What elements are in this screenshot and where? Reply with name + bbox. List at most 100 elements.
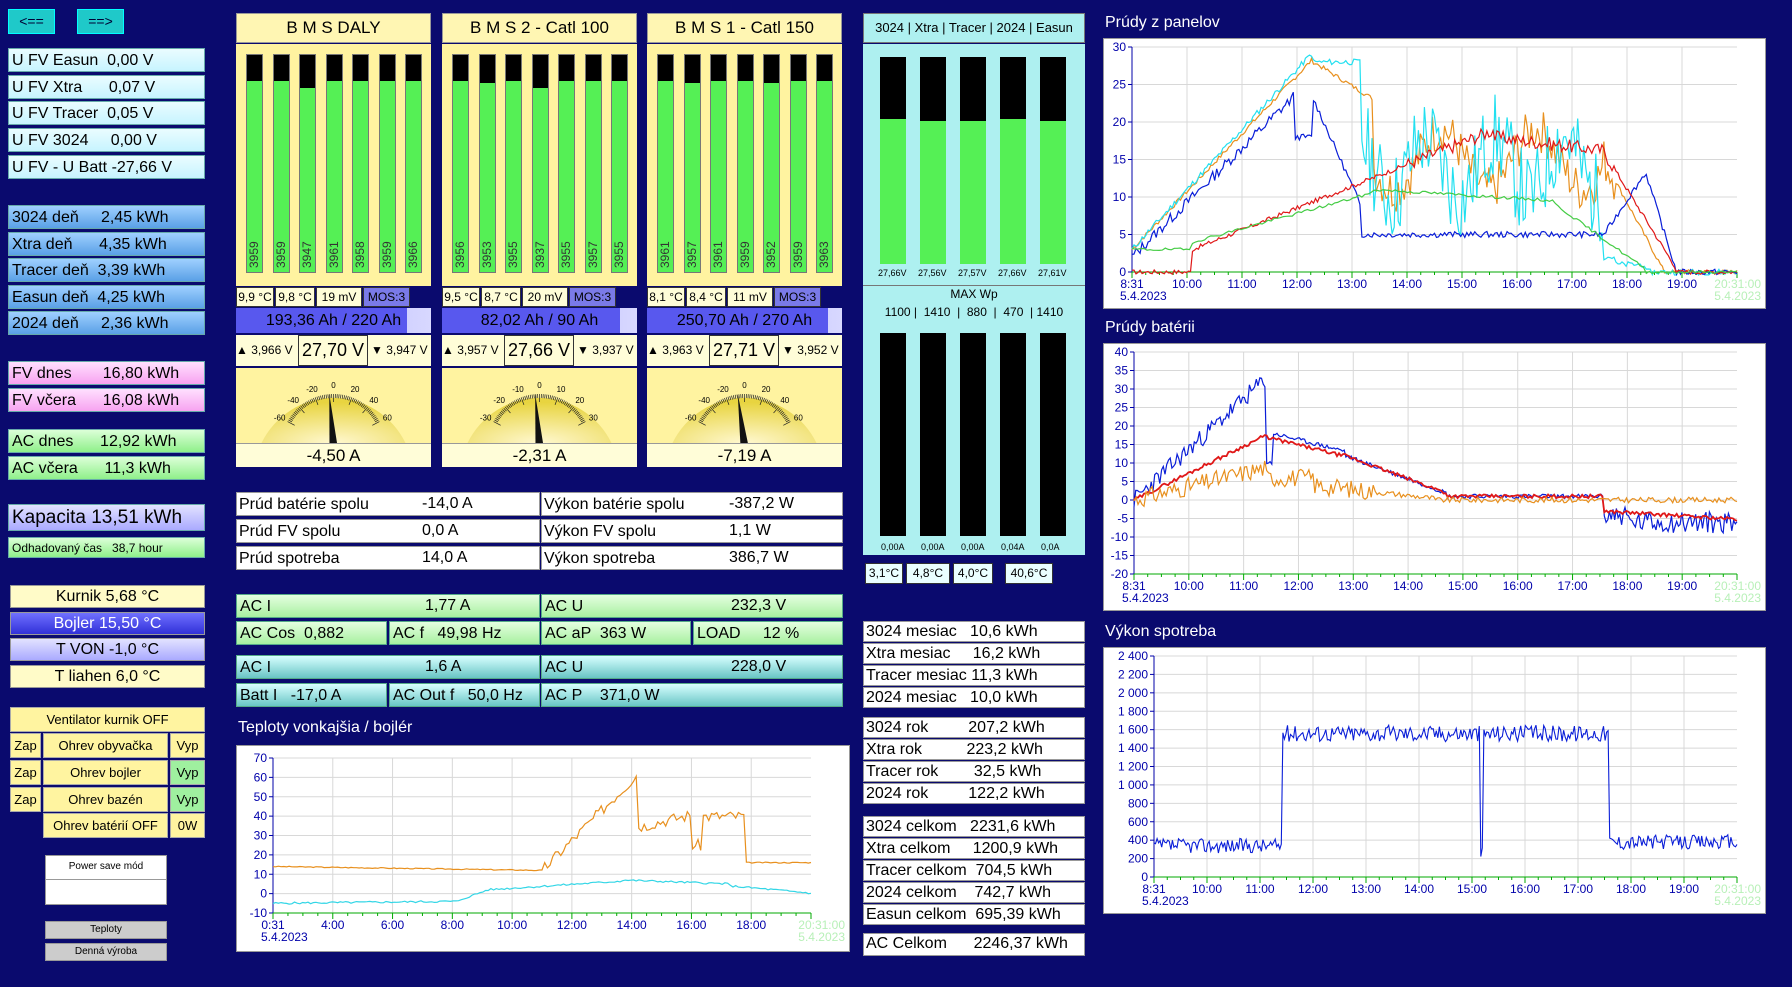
x-tick-label: 18:00 xyxy=(1616,882,1646,896)
bms-mos: MOS:3 xyxy=(363,287,410,307)
x-tick-label: 17:00 xyxy=(1563,882,1593,896)
y-tick-label: -20 xyxy=(1111,567,1129,581)
y-tick-label: 40 xyxy=(1115,345,1129,359)
y-tick-label: 10 xyxy=(1115,456,1129,470)
y-tick-label: 20 xyxy=(254,848,268,862)
cell-fill xyxy=(532,87,548,272)
y-tick-label: 400 xyxy=(1128,833,1148,847)
bms-voltage-row: ▲ 3,957 V 27,66 V ▼ 3,937 V xyxy=(442,335,637,366)
y-tick-label: 30 xyxy=(1113,40,1127,54)
y-tick-label: 800 xyxy=(1128,796,1148,810)
denna-vyroba-button[interactable]: Denná výroba xyxy=(45,943,167,961)
bms-cell-panel: 3959 3959 3947 3961 3958 3959 3966 xyxy=(236,44,431,286)
bms-current-gauge: -60 -40 -20 0 20 40 60 xyxy=(236,368,431,446)
vyp-bojler-button[interactable]: Vyp xyxy=(170,760,205,785)
bms-info-row: 8,1 °C 8,4 °C 11 mV MOS:3 xyxy=(647,287,842,307)
ac2-u-value: 228,0 V xyxy=(731,658,787,675)
battery-series-orange xyxy=(1133,460,1738,508)
gauge-tick-label: -60 xyxy=(685,413,697,422)
gauge-tick-label: -20 xyxy=(306,385,318,394)
cell-fill xyxy=(247,81,262,272)
vyp-obyvacka-button[interactable]: Vyp xyxy=(170,733,205,758)
ac1-u-value: 232,3 V xyxy=(731,597,787,614)
gauge-tick-label: -40 xyxy=(698,396,710,405)
bms-ah-text: 193,36 Ah / 220 Ah xyxy=(265,312,402,329)
ac1-cos-value: 0,882 xyxy=(304,625,345,642)
x-tick-label: 18:00 xyxy=(736,918,766,932)
bms-title: B M S 1 - Catl 150 xyxy=(647,13,842,43)
cell-fill xyxy=(658,81,673,272)
cell-empty xyxy=(247,55,262,82)
cell-voltage: 3961 xyxy=(711,241,725,268)
bms-cell: 3952 xyxy=(763,54,780,273)
temp-von: T VON -1,0 °C xyxy=(10,638,205,661)
ventilator-kurnik[interactable]: Ventilator kurnik OFF xyxy=(10,707,205,732)
zap-bazen-button[interactable]: Zap xyxy=(10,787,41,812)
teploty-button[interactable]: Teploty xyxy=(45,921,167,939)
controller-current-bar xyxy=(880,333,906,536)
x-tick-label: 11:00 xyxy=(1229,579,1258,593)
bms-current-gauge: -30 -20 -10 0 10 20 30 xyxy=(442,368,637,446)
bms-cell: 3956 xyxy=(452,54,469,273)
batt-chart: 40 35 30 25 20 15 10 5 0 -5 -10 -15 -20 8:31 10:00 11:0… xyxy=(1103,343,1766,611)
cell-voltage: 3959 xyxy=(737,241,752,268)
gauge-tick-label: 20 xyxy=(762,385,771,394)
y-tick-label: 1 000 xyxy=(1118,778,1148,792)
cell-empty xyxy=(379,55,395,82)
energy-mesiac: 3024 mesiac 10,6 kWh xyxy=(863,621,1085,642)
zap-obyvacka-button[interactable]: Zap xyxy=(10,733,41,758)
x-tick-label: 13:00 xyxy=(1338,579,1368,593)
prev-button[interactable]: <== xyxy=(8,9,55,34)
x-tick-label: 0:31 xyxy=(261,918,285,932)
bms-vmax: ▲ 3,966 V xyxy=(236,343,293,357)
gauge-tick-label: 20 xyxy=(575,396,584,405)
y-tick-label: 2 000 xyxy=(1118,686,1148,700)
chart-date: 5.4.2023 xyxy=(261,930,308,944)
y-tick-label: 25 xyxy=(1115,401,1129,415)
cell-voltage: 3959 xyxy=(790,241,805,268)
ac2-u: AC U xyxy=(541,655,843,679)
controller-voltage-bar xyxy=(960,57,986,264)
total-left-value: 0,0 A xyxy=(422,522,459,539)
total-right-value: 386,7 W xyxy=(729,549,789,566)
bms-t2: 8,4 °C xyxy=(686,287,726,307)
x-tick-label: 12:00 xyxy=(1298,882,1328,896)
panels-chart-title: Prúdy z panelov xyxy=(1105,14,1220,31)
gauge-tick-label: 60 xyxy=(794,413,803,422)
controller-current-bar xyxy=(1040,333,1066,536)
x-tick-label: 14:00 xyxy=(1392,277,1422,291)
ac2-batt-value: -17,0 A xyxy=(290,687,342,704)
ac1-load: LOAD 12 % xyxy=(693,621,843,645)
cell-fill xyxy=(273,81,289,272)
bms-current: -4,50 A xyxy=(236,443,431,467)
total-left-label: Prúd batérie spolu xyxy=(236,492,540,516)
vyp-bazen-button[interactable]: Vyp xyxy=(170,787,205,812)
ac1-ap-label: AC aP xyxy=(545,625,591,642)
power-save-panel[interactable]: Power save mód xyxy=(45,855,167,905)
y-tick-label: -15 xyxy=(1111,549,1129,563)
battery-series-blue xyxy=(1133,377,1738,535)
temp-chart: 70 60 50 40 30 20 10 0 -10 0:31 4:00 6:00 8:00 10:00 1… xyxy=(236,745,850,952)
u-fv-3024: U FV 3024 0,00 V xyxy=(8,128,205,152)
total-right-label: Výkon batérie spolu xyxy=(541,492,843,516)
chart-date: 5.4.2023 xyxy=(1142,894,1189,908)
ac2-f-label: AC Out f xyxy=(393,687,455,704)
bms-voltage: 27,66 V xyxy=(504,335,574,366)
y-tick-label: 0 xyxy=(1141,870,1148,884)
controller-temp: 4,0°C xyxy=(953,563,993,584)
bms-t1: 8,1 °C xyxy=(647,287,685,307)
bms-ah-bar: 193,36 Ah / 220 Ah xyxy=(236,308,431,333)
next-button[interactable]: ==> xyxy=(77,9,124,34)
y-tick-label: -10 xyxy=(1111,530,1129,544)
controller-voltage-bar xyxy=(1040,57,1066,264)
x-tick-label: 12:00 xyxy=(557,918,587,932)
ohrev-obyvacka: Ohrev obyvačka xyxy=(43,733,168,758)
zap-bojler-button[interactable]: Zap xyxy=(10,760,41,785)
ac2-f-value: 50,0 Hz xyxy=(467,687,523,704)
chart-end-date: 5.4.2023 xyxy=(1714,894,1761,908)
bms-soc-fill xyxy=(647,308,828,333)
gauge-tick-label: 40 xyxy=(369,396,378,405)
x-tick-label: 15:00 xyxy=(1447,277,1477,291)
energy-mesiac: Xtra mesiac 16,2 kWh xyxy=(863,643,1085,664)
cell-empty xyxy=(790,55,806,82)
